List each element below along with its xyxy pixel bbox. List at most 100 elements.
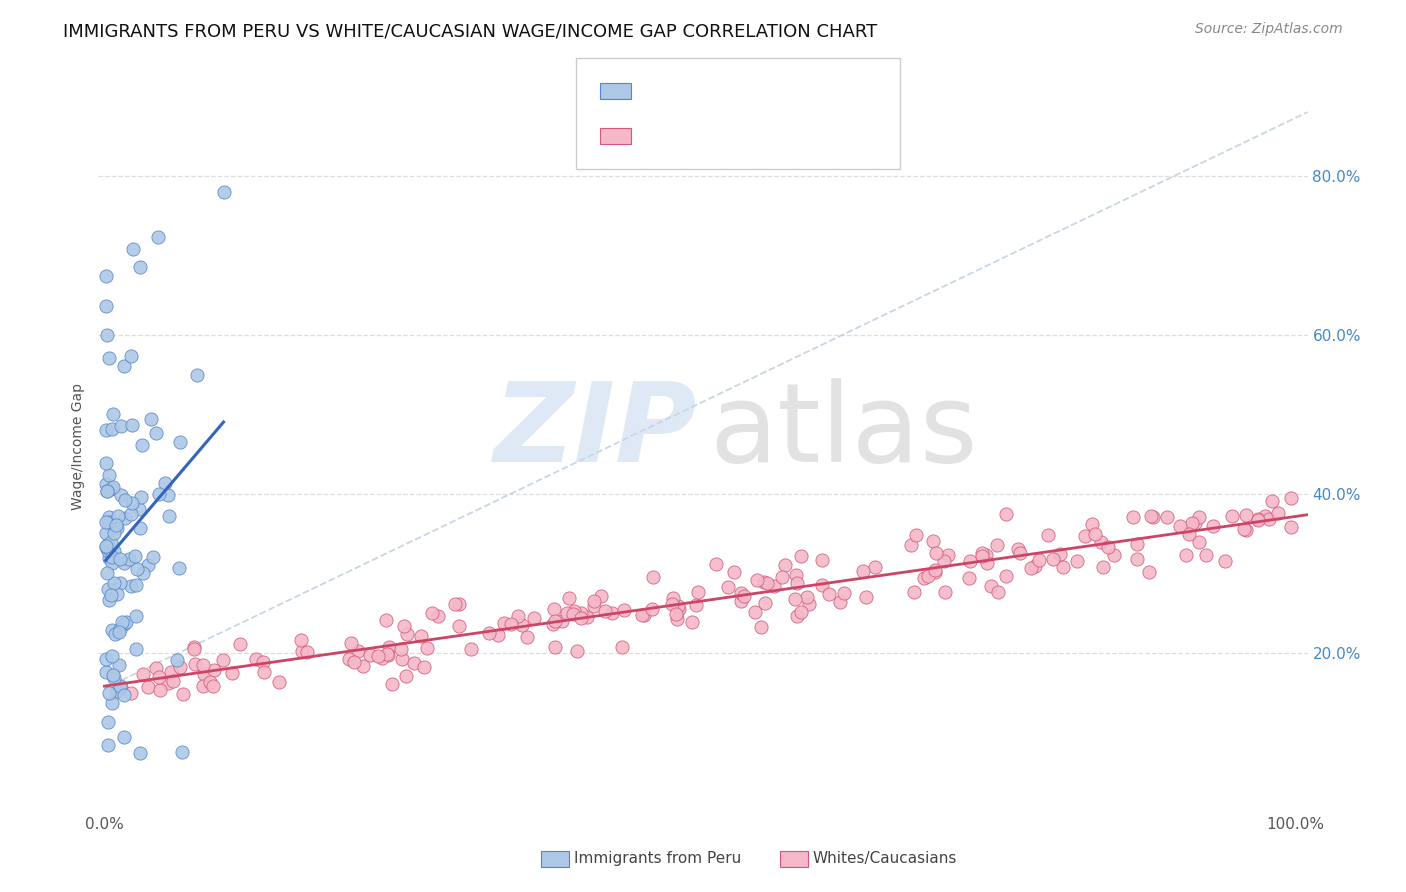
Point: [1102, 549, 1125, 563]
Point: [773, 558, 796, 573]
Point: [1090, 534, 1112, 549]
Point: [1137, 565, 1160, 579]
Point: [96, 483, 118, 498]
Point: [108, 622, 131, 636]
Point: [337, 652, 360, 666]
Point: [100, 696, 122, 710]
Point: [105, 587, 128, 601]
Point: [94, 299, 117, 313]
Point: [94, 515, 117, 529]
Point: [96, 665, 118, 679]
Point: [96, 484, 118, 499]
Point: [1174, 548, 1197, 562]
Point: [924, 563, 946, 577]
Point: [97, 582, 120, 597]
Point: [101, 648, 124, 663]
Point: [595, 604, 617, 618]
Point: [391, 652, 413, 666]
Point: [129, 490, 152, 504]
Point: [751, 620, 773, 634]
Point: [142, 549, 165, 564]
Point: [828, 595, 851, 609]
Point: [191, 679, 214, 693]
Point: [359, 648, 381, 663]
Point: [112, 730, 135, 744]
Point: [402, 656, 425, 670]
Point: [101, 556, 124, 570]
Point: [681, 615, 703, 629]
Point: [1247, 512, 1270, 526]
Text: Whites/Caucasians: Whites/Caucasians: [813, 851, 957, 865]
Point: [103, 671, 125, 685]
Point: [1236, 508, 1258, 522]
Point: [105, 517, 128, 532]
Point: [395, 669, 418, 683]
Point: [162, 673, 184, 688]
Point: [1084, 527, 1107, 541]
Point: [145, 661, 167, 675]
Point: [148, 670, 170, 684]
Point: [183, 642, 205, 657]
Point: [449, 619, 471, 633]
Point: [101, 623, 124, 637]
Point: [146, 229, 169, 244]
Point: [921, 534, 943, 549]
Point: [936, 549, 959, 563]
Point: [569, 611, 592, 625]
Point: [157, 508, 180, 523]
Point: [377, 648, 399, 662]
Point: [157, 488, 180, 502]
Point: [1279, 491, 1302, 505]
Point: [661, 597, 683, 611]
Point: [1019, 561, 1042, 575]
Text: 0.954: 0.954: [692, 124, 758, 144]
Point: [340, 636, 363, 650]
Point: [132, 667, 155, 681]
Point: [94, 456, 117, 470]
Point: [198, 675, 221, 690]
Point: [101, 422, 124, 436]
Point: [115, 615, 138, 630]
Point: [97, 468, 120, 483]
Point: [98, 515, 121, 529]
Point: [193, 666, 215, 681]
Point: [1007, 542, 1029, 557]
Text: R =: R =: [645, 124, 690, 144]
Point: [101, 668, 124, 682]
Point: [267, 675, 290, 690]
Point: [153, 476, 176, 491]
Point: [125, 577, 148, 591]
Point: [755, 575, 778, 590]
Point: [108, 658, 131, 673]
Point: [103, 575, 125, 590]
Point: [613, 603, 636, 617]
Point: [1261, 494, 1284, 508]
Point: [108, 624, 131, 639]
Point: [972, 549, 994, 563]
Point: [169, 660, 191, 674]
Point: [569, 606, 592, 620]
Point: [245, 651, 267, 665]
Point: [1181, 516, 1204, 530]
Point: [1254, 509, 1277, 524]
Text: R =: R =: [645, 79, 690, 99]
Point: [191, 657, 214, 672]
Point: [1188, 535, 1211, 549]
Point: [1142, 509, 1164, 524]
Point: [832, 585, 855, 599]
Point: [98, 510, 121, 524]
Point: [129, 746, 152, 760]
Point: [444, 597, 467, 611]
Point: [1233, 522, 1256, 536]
Point: [395, 626, 418, 640]
Point: [666, 599, 689, 614]
Point: [745, 573, 768, 587]
Point: [790, 605, 813, 619]
Point: [367, 648, 389, 663]
Point: [959, 554, 981, 568]
Point: [986, 538, 1008, 552]
Point: [290, 632, 312, 647]
Point: [561, 607, 583, 622]
Point: [110, 487, 132, 501]
Point: [100, 535, 122, 549]
